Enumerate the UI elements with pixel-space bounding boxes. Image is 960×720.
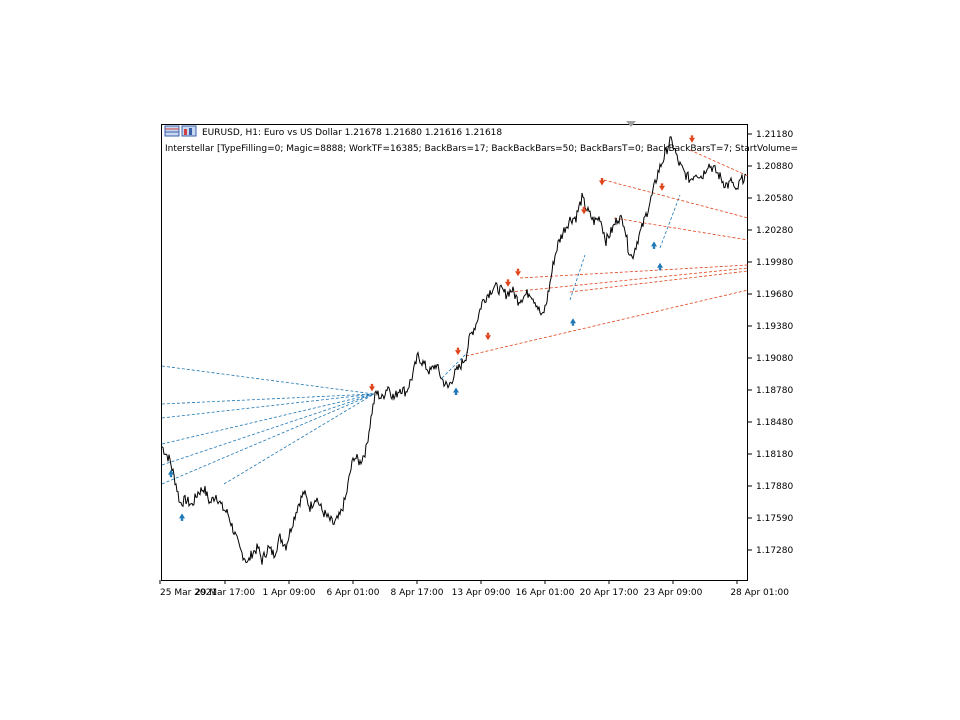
y-tick-label: 1.19380 xyxy=(756,322,793,332)
x-tick-label: 29 Mar 17:00 xyxy=(195,588,255,598)
resistance-trend-line xyxy=(689,149,749,177)
trend-lines xyxy=(161,149,749,485)
price-series xyxy=(161,136,747,565)
buy-arrow-icon xyxy=(179,513,185,519)
support-trend-line xyxy=(569,254,586,301)
price-line xyxy=(161,136,747,565)
symbol-header: EURUSD, H1: Euro vs US Dollar 1.21678 1.… xyxy=(164,125,798,154)
symbol-line: EURUSD, H1: Euro vs US Dollar 1.21678 1.… xyxy=(202,128,502,138)
sell-arrow-stem xyxy=(690,135,694,138)
resistance-trend-line xyxy=(465,289,749,357)
buy-arrow-stem xyxy=(571,323,575,326)
support-trend-line xyxy=(161,393,375,445)
sell-arrow-icon xyxy=(515,271,521,277)
y-tick-label: 1.20280 xyxy=(756,226,793,236)
sell-arrow-stem xyxy=(600,178,604,181)
sell-arrow-icon xyxy=(505,281,511,287)
y-tick-label: 1.18180 xyxy=(756,450,793,460)
indicator-line: Interstellar [TypeFilling=0; Magic=8888;… xyxy=(165,144,798,154)
signal-arrows xyxy=(168,135,695,521)
support-trend-line xyxy=(161,393,375,419)
buy-arrow-icon xyxy=(570,318,576,324)
buy-arrow-icon xyxy=(168,469,174,475)
buy-arrow-stem xyxy=(180,518,184,521)
resistance-trend-line xyxy=(613,217,749,241)
plot-area xyxy=(161,124,748,581)
support-trend-line xyxy=(161,365,375,395)
app-icon xyxy=(164,125,197,137)
sell-arrow-icon xyxy=(369,386,375,392)
x-tick-label: 28 Apr 01:00 xyxy=(730,588,789,598)
sell-arrow-icon xyxy=(485,335,491,341)
sell-arrow-icon xyxy=(659,185,665,191)
sell-arrow-stem xyxy=(370,383,374,387)
buy-arrow-icon xyxy=(453,387,459,393)
x-tick-label: 8 Apr 17:00 xyxy=(391,588,444,598)
y-tick-label: 1.17280 xyxy=(756,546,793,556)
y-tick-label: 1.18780 xyxy=(756,386,793,396)
x-tick-label: 1 Apr 09:00 xyxy=(263,588,316,598)
buy-arrow-icon xyxy=(651,241,657,247)
x-tick-label: 25 Mar 2021 xyxy=(160,588,217,598)
buy-arrow-stem xyxy=(169,474,173,478)
support-trend-line xyxy=(161,393,375,466)
resistance-trend-line xyxy=(519,264,749,279)
y-tick-label: 1.18480 xyxy=(756,418,793,428)
y-tick-label: 1.19680 xyxy=(756,290,793,300)
sell-arrow-icon xyxy=(581,209,587,215)
y-tick-label: 1.19980 xyxy=(756,258,793,268)
support-trend-line xyxy=(223,393,375,485)
x-tick-label: 16 Apr 01:00 xyxy=(516,588,575,598)
support-trend-line xyxy=(659,194,681,249)
x-tick-label: 6 Apr 01:00 xyxy=(327,588,380,598)
price-scale[interactable]: 1.21180 1.20880 1.20580 1.20280 1.19980 1.196… xyxy=(748,130,793,556)
y-tick-label: 1.17880 xyxy=(756,482,793,492)
sell-arrow-stem xyxy=(486,332,490,336)
y-tick-label: 1.20580 xyxy=(756,194,793,204)
sell-arrow-stem xyxy=(582,206,586,210)
sell-arrow-stem xyxy=(516,268,520,272)
sell-arrow-stem xyxy=(660,183,664,186)
x-tick-label: 20 Apr 17:00 xyxy=(580,588,639,598)
x-tick-label: 13 Apr 09:00 xyxy=(452,588,511,598)
y-tick-label: 1.17590 xyxy=(756,514,793,524)
sell-arrow-icon xyxy=(599,180,605,186)
sell-arrow-icon xyxy=(689,137,695,143)
y-tick-label: 1.21180 xyxy=(756,130,793,140)
x-tick-label: 23 Apr 09:00 xyxy=(644,588,703,598)
y-tick-label: 1.19080 xyxy=(756,354,793,364)
sell-arrow-stem xyxy=(456,347,460,351)
support-trend-line xyxy=(161,393,375,485)
buy-arrow-stem xyxy=(652,246,656,249)
buy-arrow-stem xyxy=(658,267,662,271)
sell-arrow-stem xyxy=(506,279,510,282)
support-trend-line xyxy=(161,393,375,405)
y-tick-label: 1.20880 xyxy=(756,162,793,172)
buy-arrow-icon xyxy=(657,262,663,268)
sell-arrow-icon xyxy=(455,350,461,356)
support-trend-line xyxy=(441,351,469,379)
buy-arrow-stem xyxy=(454,392,458,396)
scroll-marker-icon[interactable] xyxy=(626,121,636,127)
